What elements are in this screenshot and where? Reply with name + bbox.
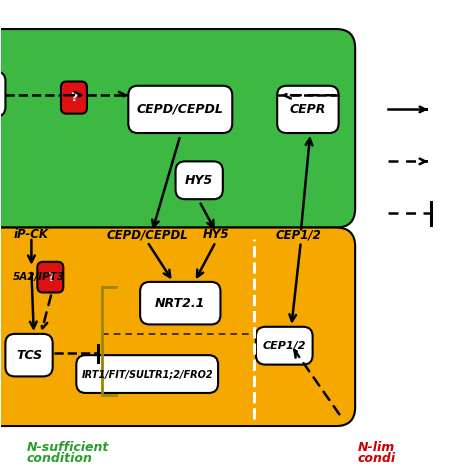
Text: CEP1/2: CEP1/2 xyxy=(275,228,321,241)
Text: condition: condition xyxy=(27,452,92,465)
FancyBboxPatch shape xyxy=(76,355,218,393)
Text: 5A2/IPT3: 5A2/IPT3 xyxy=(12,272,64,282)
Text: NRT2.1: NRT2.1 xyxy=(155,297,205,310)
Text: ?: ? xyxy=(70,91,78,104)
FancyBboxPatch shape xyxy=(37,262,64,292)
Text: HY5: HY5 xyxy=(185,174,213,187)
FancyBboxPatch shape xyxy=(0,228,355,426)
Text: ?: ? xyxy=(46,271,54,283)
Text: IRT1/FIT/SULTR1;2/FRO2: IRT1/FIT/SULTR1;2/FRO2 xyxy=(82,369,213,379)
Text: condi: condi xyxy=(357,452,396,465)
Text: HY5: HY5 xyxy=(202,228,229,241)
FancyBboxPatch shape xyxy=(5,334,53,376)
FancyBboxPatch shape xyxy=(140,282,220,324)
Text: iP-CK: iP-CK xyxy=(14,228,49,241)
Text: CEPD/CEPDL: CEPD/CEPDL xyxy=(137,103,224,116)
Text: CEP1/2: CEP1/2 xyxy=(263,341,306,351)
Text: CEPD/CEPDL: CEPD/CEPDL xyxy=(106,228,188,241)
Text: CEPR: CEPR xyxy=(290,103,326,116)
FancyBboxPatch shape xyxy=(175,161,223,199)
FancyBboxPatch shape xyxy=(128,86,232,133)
Text: N-sufficient: N-sufficient xyxy=(27,441,109,454)
FancyBboxPatch shape xyxy=(61,82,87,114)
Text: N-lim: N-lim xyxy=(357,441,395,454)
FancyBboxPatch shape xyxy=(0,29,355,228)
Text: TCS: TCS xyxy=(16,349,42,362)
FancyBboxPatch shape xyxy=(0,72,5,117)
FancyBboxPatch shape xyxy=(256,327,313,365)
FancyBboxPatch shape xyxy=(277,86,338,133)
